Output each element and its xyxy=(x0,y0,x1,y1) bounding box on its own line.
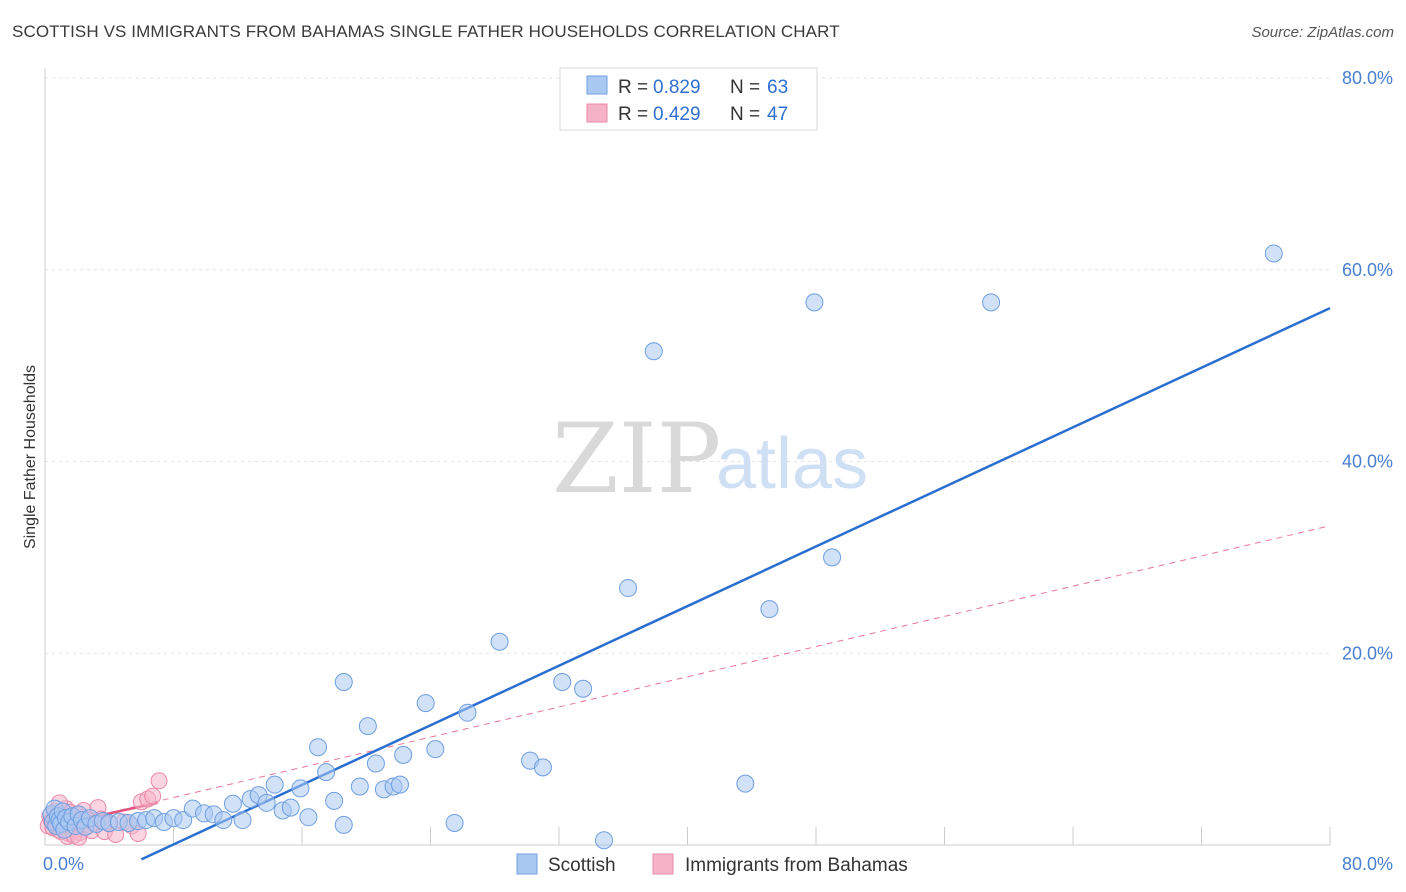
tick-labels: 20.0% 40.0% 60.0% 80.0% 0.0% 80.0% xyxy=(43,68,1393,874)
watermark: ZIP atlas xyxy=(552,403,868,515)
scottish-point-55 xyxy=(416,694,435,713)
y-tick-label-2: 40.0% xyxy=(1342,452,1393,472)
scottish-point-47 xyxy=(334,673,353,692)
legend-bottom-scottish: Scottish xyxy=(548,855,616,876)
scottish-point-57 xyxy=(445,813,464,832)
scottish-point-70 xyxy=(823,548,842,567)
bahamas-point-46 xyxy=(144,787,162,805)
scottish-point-67 xyxy=(736,774,755,793)
scottish-point-65 xyxy=(619,579,638,598)
chart-title: SCOTTISH VS IMMIGRANTS FROM BAHAMAS SING… xyxy=(12,22,840,41)
source-label: Source: ZipAtlas.com xyxy=(1251,24,1394,41)
axes xyxy=(44,68,1331,846)
scottish-point-61 xyxy=(533,758,552,777)
scottish-point-44 xyxy=(317,763,336,782)
watermark-zip: ZIP xyxy=(552,403,721,515)
scottish-point-43 xyxy=(309,738,328,757)
gridlines xyxy=(45,77,1330,654)
legend-r-value-1: 0.829 xyxy=(653,77,701,98)
legend-n-value-2: 47 xyxy=(767,104,788,125)
bahamas-point-47 xyxy=(150,772,168,790)
legend-n-label-1: N = xyxy=(730,77,760,98)
scottish-point-54 xyxy=(394,745,413,764)
scottish-point-42 xyxy=(299,808,318,827)
scottish-point-59 xyxy=(490,632,509,651)
legend-swatch-scottish xyxy=(586,75,608,95)
scottish-point-28 xyxy=(174,811,193,830)
scottish-point-58 xyxy=(458,703,477,722)
legend-top: R = 0.829 N = 63 R = 0.429 N = 47 xyxy=(559,67,818,131)
legend-bottom: Scottish Immigrants from Bahamas xyxy=(516,853,908,876)
x-tick-label-min: 0.0% xyxy=(43,854,84,874)
legend-bottom-swatch-scottish xyxy=(516,853,538,875)
legend-r-value-2: 0.429 xyxy=(653,104,701,125)
legend-r-label-1: R = xyxy=(618,77,648,98)
y-tick-label-4: 80.0% xyxy=(1342,68,1393,88)
scottish-point-72 xyxy=(1264,244,1283,263)
trendlines xyxy=(44,306,1331,861)
scottish-point-34 xyxy=(233,811,252,830)
legend-r-label-2: R = xyxy=(618,104,648,125)
scottish-point-37 xyxy=(257,793,276,812)
watermark-atlas: atlas xyxy=(716,424,868,504)
scottish-point-63 xyxy=(574,679,593,698)
scottish-point-66 xyxy=(644,342,663,361)
legend-swatch-bahamas xyxy=(586,103,608,123)
scottish-point-33 xyxy=(223,794,242,813)
legend-bottom-bahamas: Immigrants from Bahamas xyxy=(685,855,908,876)
scottish-point-71 xyxy=(982,293,1001,312)
scottish-point-32 xyxy=(214,811,233,830)
series-scottish-points xyxy=(42,244,1283,850)
legend-bottom-swatch-bahamas xyxy=(652,853,674,875)
trendline-bahamas-dashed xyxy=(44,525,1331,829)
scottish-point-40 xyxy=(281,798,300,817)
x-tick-label-max: 80.0% xyxy=(1342,854,1393,874)
scottish-point-49 xyxy=(358,717,377,736)
scottish-point-48 xyxy=(350,777,369,796)
trendline-scottish xyxy=(140,306,1331,861)
scottish-point-46 xyxy=(334,815,353,834)
scottish-point-68 xyxy=(760,600,779,619)
scottish-point-45 xyxy=(325,791,344,810)
scottish-point-62 xyxy=(553,673,572,692)
y-tick-label-3: 60.0% xyxy=(1342,260,1393,280)
y-axis-label: Single Father Households xyxy=(22,365,39,549)
y-tick-label-1: 20.0% xyxy=(1342,643,1393,663)
scottish-point-53 xyxy=(390,775,409,794)
scottish-point-41 xyxy=(291,779,310,798)
legend-n-value-1: 63 xyxy=(767,77,788,98)
scottish-point-69 xyxy=(805,293,824,312)
legend-n-label-2: N = xyxy=(730,104,760,125)
scottish-point-56 xyxy=(426,740,445,759)
scottish-point-64 xyxy=(594,831,613,850)
scottish-point-50 xyxy=(366,754,385,773)
scottish-point-38 xyxy=(265,775,284,794)
